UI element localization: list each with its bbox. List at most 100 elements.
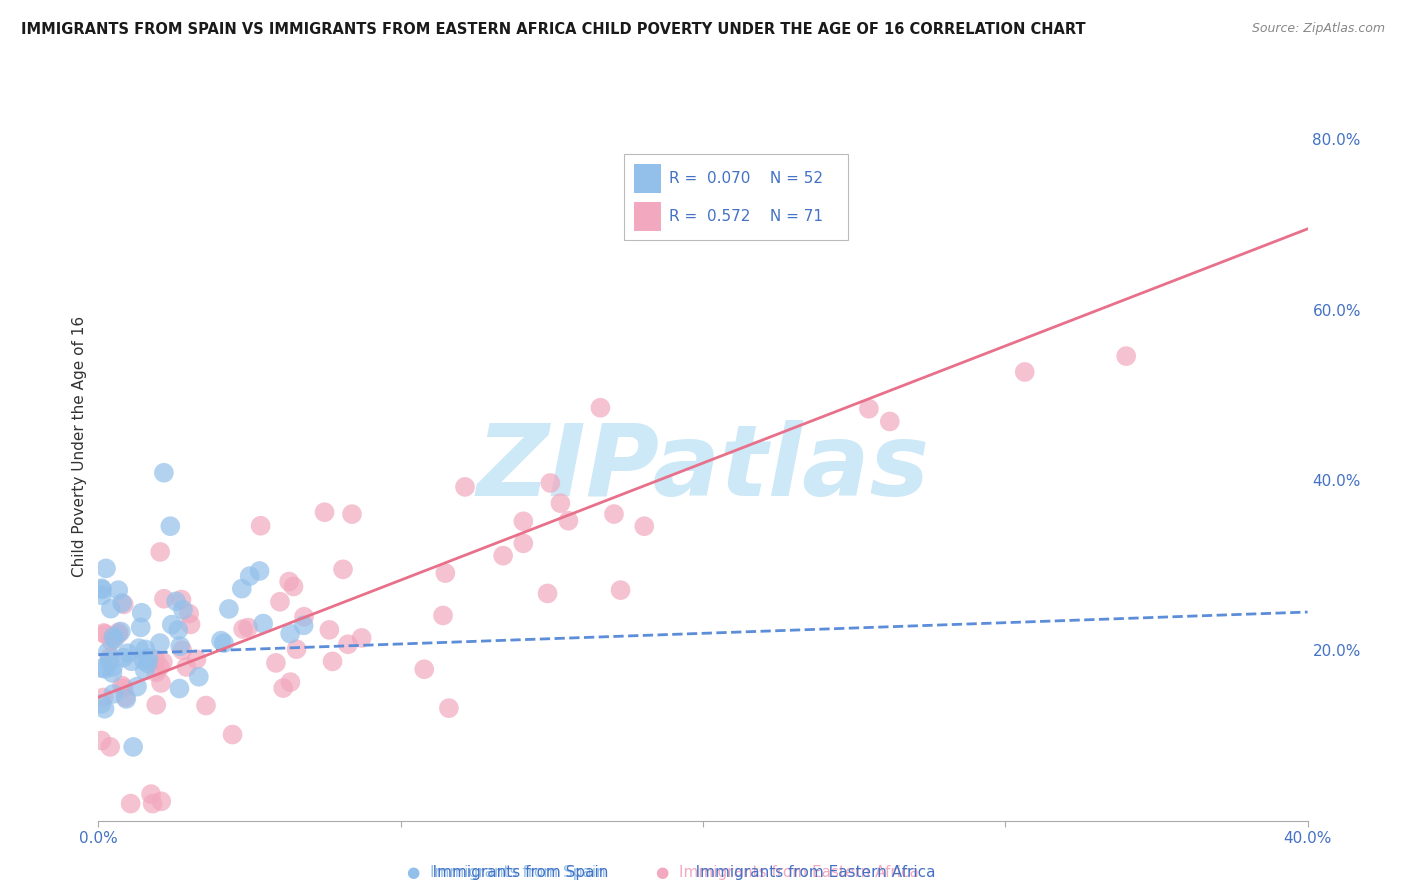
Point bbox=[179, 607, 201, 621]
Point bbox=[209, 633, 232, 648]
Point bbox=[413, 662, 436, 676]
Text: Immigrants from Spain: Immigrants from Spain bbox=[418, 865, 609, 880]
Point bbox=[122, 739, 145, 754]
Point bbox=[231, 582, 253, 596]
Point bbox=[350, 631, 373, 645]
Text: ZIPatlas: ZIPatlas bbox=[477, 420, 929, 517]
Point bbox=[94, 561, 117, 575]
Point bbox=[103, 630, 125, 644]
Point bbox=[609, 583, 631, 598]
Point bbox=[90, 588, 112, 602]
Point bbox=[145, 652, 167, 666]
Text: IMMIGRANTS FROM SPAIN VS IMMIGRANTS FROM EASTERN AFRICA CHILD POVERTY UNDER THE : IMMIGRANTS FROM SPAIN VS IMMIGRANTS FROM… bbox=[21, 22, 1085, 37]
Y-axis label: Child Poverty Under the Age of 16: Child Poverty Under the Age of 16 bbox=[72, 316, 87, 576]
Point bbox=[103, 687, 125, 701]
FancyBboxPatch shape bbox=[634, 164, 661, 193]
Point bbox=[131, 606, 153, 620]
Point bbox=[150, 676, 173, 690]
Point bbox=[112, 681, 135, 695]
Text: R =  0.572    N = 71: R = 0.572 N = 71 bbox=[669, 210, 823, 224]
Point bbox=[879, 414, 901, 428]
Point bbox=[159, 519, 181, 533]
Point bbox=[142, 797, 165, 811]
Point bbox=[134, 664, 156, 678]
Point bbox=[91, 582, 114, 597]
Point bbox=[153, 591, 176, 606]
Point bbox=[98, 650, 121, 665]
Point bbox=[145, 698, 167, 712]
Point bbox=[271, 681, 294, 695]
Point bbox=[314, 505, 336, 519]
Point bbox=[172, 603, 194, 617]
Text: Source: ZipAtlas.com: Source: ZipAtlas.com bbox=[1251, 22, 1385, 36]
Point bbox=[115, 692, 138, 706]
Point bbox=[121, 654, 143, 668]
Point bbox=[292, 609, 315, 624]
Text: ●  Immigrants from Eastern Africa: ● Immigrants from Eastern Africa bbox=[657, 865, 918, 880]
Point bbox=[160, 617, 183, 632]
Point bbox=[98, 739, 121, 754]
Point bbox=[149, 545, 172, 559]
Point bbox=[170, 592, 193, 607]
Point bbox=[212, 636, 235, 650]
Point bbox=[98, 654, 121, 668]
Point bbox=[340, 507, 363, 521]
Point bbox=[249, 518, 271, 533]
Point bbox=[512, 536, 534, 550]
Point bbox=[221, 727, 243, 741]
Text: Immigrants from Eastern Africa: Immigrants from Eastern Africa bbox=[681, 865, 936, 880]
Point bbox=[536, 586, 558, 600]
Point bbox=[252, 616, 274, 631]
Point bbox=[285, 642, 308, 657]
Point bbox=[101, 665, 124, 680]
Point bbox=[557, 514, 579, 528]
Point bbox=[112, 598, 135, 612]
Point bbox=[1115, 349, 1137, 363]
Point bbox=[180, 617, 202, 632]
Point bbox=[97, 645, 120, 659]
Point bbox=[589, 401, 612, 415]
Point bbox=[93, 626, 115, 640]
Point bbox=[149, 660, 172, 674]
Point bbox=[94, 627, 117, 641]
Point bbox=[117, 646, 139, 660]
Point bbox=[538, 475, 561, 490]
Point bbox=[283, 579, 305, 593]
Point bbox=[152, 655, 174, 669]
Point bbox=[434, 566, 457, 580]
Point bbox=[107, 625, 129, 640]
Point bbox=[114, 690, 136, 705]
Point bbox=[153, 466, 176, 480]
Point bbox=[432, 608, 454, 623]
Point bbox=[278, 574, 301, 589]
Point bbox=[93, 690, 115, 705]
Point bbox=[292, 618, 315, 632]
Point bbox=[336, 637, 359, 651]
Point bbox=[107, 627, 129, 641]
Point bbox=[100, 601, 122, 615]
Point bbox=[139, 787, 162, 801]
Point bbox=[332, 562, 354, 576]
Point bbox=[149, 636, 172, 650]
Text: R =  0.070    N = 52: R = 0.070 N = 52 bbox=[669, 171, 823, 186]
Point bbox=[550, 496, 572, 510]
Point bbox=[176, 660, 198, 674]
Point bbox=[239, 569, 262, 583]
Point bbox=[101, 660, 124, 674]
Point bbox=[125, 680, 148, 694]
Point bbox=[454, 480, 477, 494]
Point bbox=[633, 519, 655, 533]
Point bbox=[138, 651, 160, 665]
Point bbox=[186, 652, 208, 666]
Point bbox=[100, 634, 122, 648]
Point bbox=[132, 653, 155, 667]
Point bbox=[1014, 365, 1036, 379]
Point bbox=[167, 623, 190, 637]
Point bbox=[103, 632, 125, 646]
Point bbox=[111, 679, 134, 693]
Point bbox=[120, 797, 142, 811]
Point bbox=[90, 661, 112, 675]
Point bbox=[269, 595, 291, 609]
Point bbox=[232, 622, 254, 636]
Point bbox=[110, 624, 132, 639]
